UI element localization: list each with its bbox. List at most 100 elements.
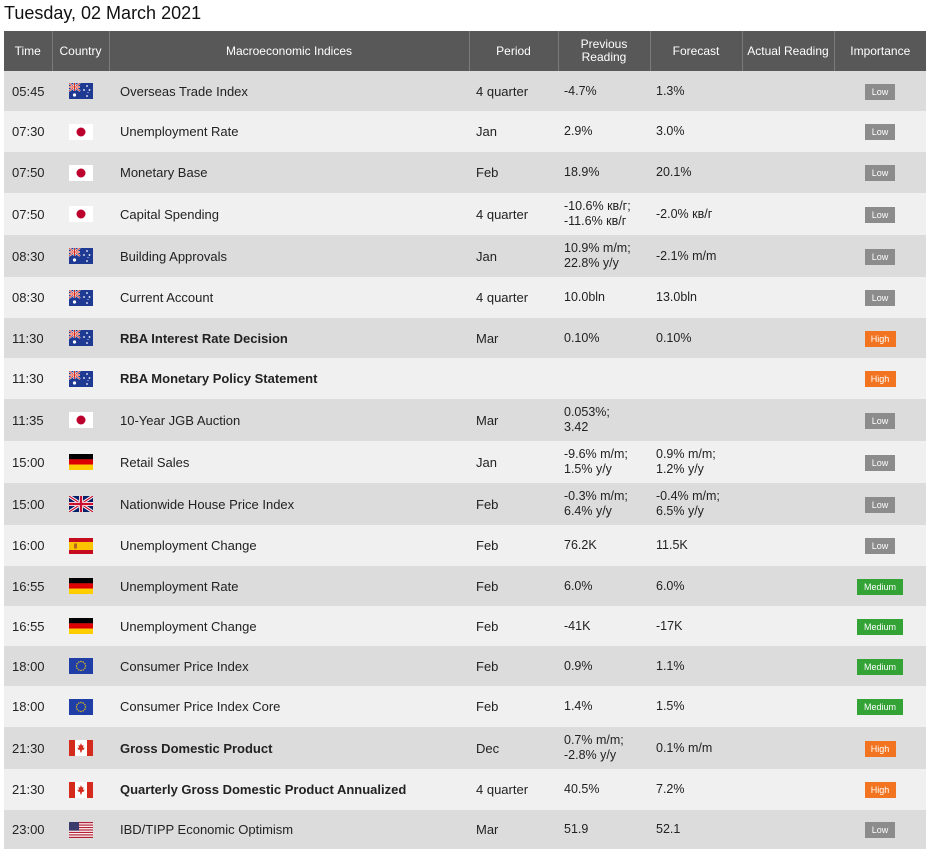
previous-value: -0.3% m/m; bbox=[564, 489, 628, 503]
actual-cell bbox=[742, 525, 834, 566]
period-cell: Feb bbox=[469, 686, 558, 727]
event-time: 16:55 bbox=[12, 618, 45, 634]
au-flag-icon bbox=[68, 330, 93, 347]
importance-cell: Low bbox=[834, 399, 926, 441]
importance-cell: Low bbox=[834, 111, 926, 152]
time-cell: 07:50 bbox=[4, 193, 52, 235]
importance-badge: Low bbox=[865, 83, 895, 100]
period-value: Feb bbox=[476, 578, 499, 594]
period-cell: Feb bbox=[469, 606, 558, 646]
ca-flag-icon bbox=[68, 781, 93, 798]
forecast-value: 7.2% bbox=[656, 782, 685, 796]
header-importance: Importance bbox=[834, 31, 926, 71]
eu-flag-icon bbox=[68, 658, 93, 675]
event-time: 08:30 bbox=[12, 248, 45, 264]
table-row: 07:50 Capital Spending 4 quarter -10.6% кв/… bbox=[4, 193, 926, 235]
indicator-name: IBD/TIPP Economic Optimism bbox=[120, 822, 294, 837]
previous-value: 3.42 bbox=[564, 420, 589, 434]
importance-badge: Medium bbox=[857, 578, 903, 595]
indicator-name: Current Account bbox=[120, 290, 214, 305]
eu-flag-icon bbox=[68, 698, 93, 715]
previous-value: 1.4% bbox=[564, 699, 593, 713]
actual-cell bbox=[742, 566, 834, 606]
period-cell: Dec bbox=[469, 727, 558, 769]
header-actual: Actual Reading bbox=[742, 31, 835, 71]
importance-cell: Low bbox=[834, 193, 926, 235]
forecast-value: 11.5K bbox=[656, 538, 688, 552]
country-cell bbox=[52, 193, 109, 235]
forecast-value: 1.1% bbox=[656, 658, 685, 673]
importance-badge: Low bbox=[865, 124, 895, 140]
country-cell bbox=[52, 318, 109, 358]
table-row: 15:00 Retail Sales Jan -9.6% m/m; 1.5% y/y 0.… bbox=[4, 441, 926, 483]
forecast-value: 6.0% bbox=[656, 578, 685, 593]
event-time: 16:00 bbox=[12, 538, 45, 553]
time-cell: 08:30 bbox=[4, 235, 52, 277]
es-flag-icon bbox=[68, 537, 93, 554]
previous-cell: 0.9% bbox=[558, 646, 650, 686]
importance-badge: Low bbox=[865, 206, 895, 223]
forecast-cell: 20.1% bbox=[650, 152, 742, 193]
country-cell bbox=[52, 566, 109, 606]
period-value: Feb bbox=[476, 658, 499, 674]
previous-cell: -41K bbox=[558, 606, 650, 646]
actual-cell bbox=[742, 277, 834, 318]
time-cell: 18:00 bbox=[4, 646, 52, 686]
indicator-name: Capital Spending bbox=[120, 206, 220, 222]
importance-cell: High bbox=[834, 727, 926, 769]
period-cell: 4 quarter bbox=[469, 277, 558, 318]
importance-badge: Low bbox=[865, 248, 895, 265]
importance-cell: Low bbox=[834, 441, 926, 483]
indicator-cell: Gross Domestic Product bbox=[109, 727, 469, 769]
indicator-name: Consumer Price Index bbox=[120, 658, 249, 674]
table-row: 15:00 Nationwide House Price Index Feb -0.3… bbox=[4, 483, 926, 525]
indicator-cell: Building Approvals bbox=[109, 235, 469, 277]
importance-cell: Low bbox=[834, 483, 926, 525]
indicator-name: Unemployment Rate bbox=[120, 578, 239, 594]
period-cell: 4 quarter bbox=[469, 193, 558, 235]
header-period: Period bbox=[469, 31, 559, 71]
actual-cell bbox=[742, 441, 834, 483]
country-cell bbox=[52, 769, 109, 810]
forecast-value: 13.0bln bbox=[656, 290, 698, 304]
event-time: 07:30 bbox=[12, 124, 45, 139]
forecast-value: 0.1% m/m bbox=[656, 740, 713, 755]
event-time: 18:00 bbox=[12, 658, 45, 674]
importance-badge: Low bbox=[865, 822, 895, 838]
jp-flag-icon bbox=[68, 123, 93, 140]
jp-flag-icon bbox=[68, 412, 93, 429]
period-value: Jan bbox=[476, 454, 497, 470]
table-row: 16:55 Unemployment Change Feb -41K -17K Mediu… bbox=[4, 606, 926, 646]
time-cell: 23:00 bbox=[4, 810, 52, 849]
forecast-cell: 1.1% bbox=[650, 646, 742, 686]
importance-badge: Low bbox=[865, 165, 895, 181]
time-cell: 15:00 bbox=[4, 441, 52, 483]
period-cell: Jan bbox=[469, 111, 558, 152]
previous-cell: 0.7% m/m; -2.8% y/y bbox=[558, 727, 650, 769]
previous-value: 2.9% bbox=[564, 124, 593, 138]
importance-cell: High bbox=[834, 358, 926, 399]
event-time: 11:30 bbox=[12, 371, 44, 386]
indicator-name: Consumer Price Index Core bbox=[120, 699, 281, 714]
event-time: 21:30 bbox=[12, 740, 45, 756]
indicator-cell: Monetary Base bbox=[109, 152, 469, 193]
time-cell: 11:30 bbox=[4, 318, 52, 358]
time-cell: 07:50 bbox=[4, 152, 52, 193]
country-cell bbox=[52, 525, 109, 566]
table-row: 11:35 10-Year JGB Auction Mar 0.053%; 3.42 Lo… bbox=[4, 399, 926, 441]
table-row: 08:30 Current Account 4 quarter 10.0bln 13.0… bbox=[4, 277, 926, 318]
indicator-name: Unemployment Change bbox=[120, 538, 257, 553]
indicator-cell: Quarterly Gross Domestic Product Annuali… bbox=[109, 769, 469, 810]
importance-badge: Low bbox=[865, 290, 895, 306]
indicator-cell: 10-Year JGB Auction bbox=[109, 399, 469, 441]
indicator-name: Quarterly Gross Domestic Product Annuali… bbox=[120, 782, 407, 797]
previous-cell: -9.6% m/m; 1.5% y/y bbox=[558, 441, 650, 483]
country-cell bbox=[52, 235, 109, 277]
au-flag-icon bbox=[68, 248, 93, 265]
previous-value: 0.053%; bbox=[564, 405, 610, 419]
event-time: 07:50 bbox=[12, 165, 45, 180]
de-flag-icon bbox=[68, 578, 93, 595]
actual-cell bbox=[742, 727, 834, 769]
importance-badge: Medium bbox=[857, 658, 903, 675]
event-time: 23:00 bbox=[12, 822, 45, 837]
